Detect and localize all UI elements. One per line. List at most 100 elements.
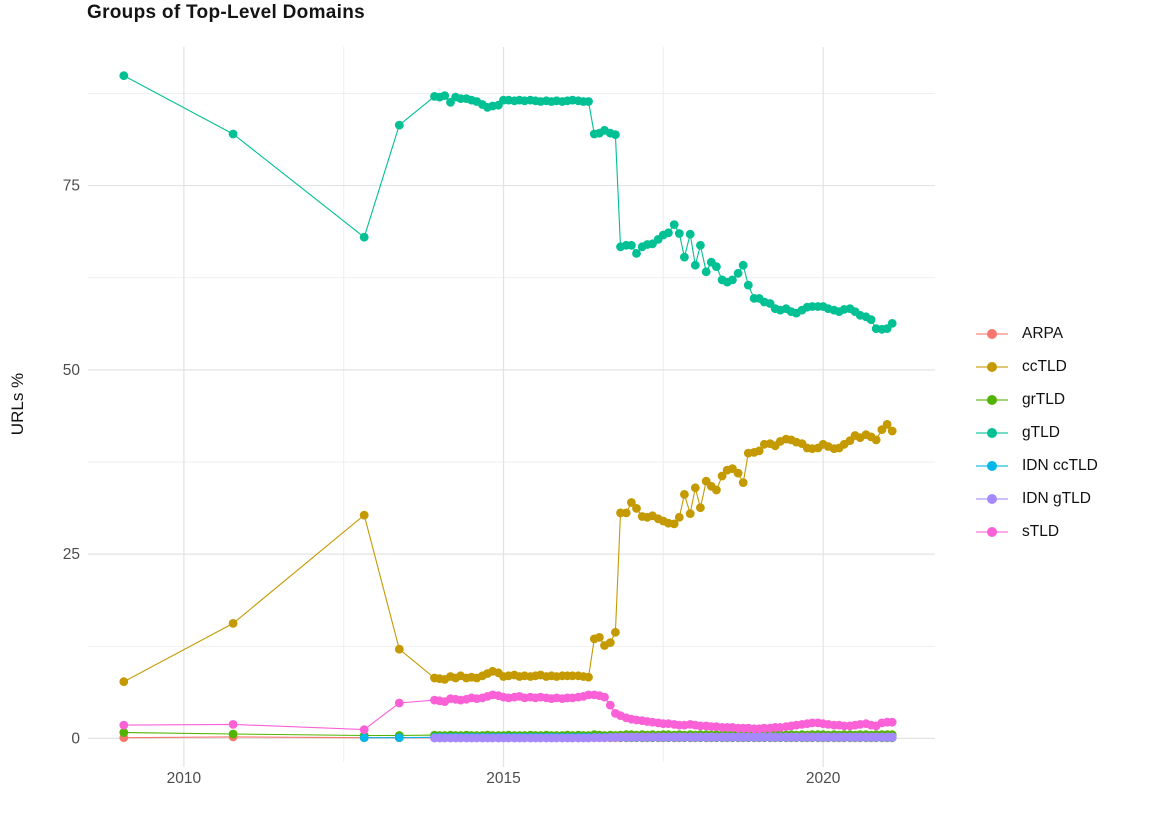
data-point (119, 728, 129, 737)
series-line-cctld (123, 423, 893, 683)
data-point (712, 485, 721, 495)
data-point (119, 720, 129, 730)
data-point (717, 471, 727, 481)
series-idn-gtld (430, 732, 897, 743)
data-point (605, 700, 615, 710)
data-point (674, 229, 684, 238)
y-tick-label: 0 (71, 730, 80, 747)
data-point (394, 644, 404, 654)
data-point (632, 504, 641, 513)
data-point (696, 503, 705, 513)
legend-key-icon (976, 526, 1008, 538)
data-point (690, 260, 700, 270)
data-point (754, 446, 764, 456)
data-point (632, 249, 641, 258)
legend-key-icon (976, 328, 1008, 340)
data-point (611, 627, 620, 637)
legend-item-arpa: ARPA (976, 317, 1098, 350)
legend-key-icon (976, 361, 1008, 373)
data-point (669, 519, 679, 529)
data-point (680, 490, 689, 499)
data-point (600, 692, 609, 702)
x-tick-label: 2020 (806, 770, 841, 787)
data-point (664, 228, 673, 238)
data-point (584, 97, 593, 106)
legend-item-idn-cctld: IDN ccTLD (976, 449, 1098, 482)
legend-key-icon (976, 394, 1008, 406)
data-point (680, 252, 689, 262)
legend-key-icon (976, 427, 1008, 439)
data-point (394, 120, 404, 130)
legend-key-icon (976, 493, 1008, 505)
data-point (440, 91, 450, 100)
y-tick-label: 50 (63, 362, 81, 379)
data-point (621, 508, 631, 518)
data-point (728, 275, 737, 285)
series-cctld (119, 420, 897, 687)
y-tick-label: 25 (63, 546, 80, 563)
data-point (882, 420, 892, 429)
legend-key-icon (976, 460, 1008, 472)
x-tick-label: 2010 (167, 770, 202, 787)
data-point (119, 677, 129, 687)
legend-label: ccTLD (1022, 357, 1067, 375)
legend-label: gTLD (1022, 423, 1060, 441)
legend: ARPA ccTLD grTLD gTLD IDN ccTLD IDN gTLD sTLD (976, 317, 1098, 548)
axis-tick-labels: 0 25 50 75 2010 2015 2020 (63, 178, 841, 787)
data-point (674, 512, 684, 522)
legend-item-gtld: gTLD (976, 416, 1098, 449)
data-point (627, 498, 636, 507)
legend-label: IDN ccTLD (1022, 456, 1098, 474)
data-point (627, 240, 636, 250)
data-point (738, 478, 748, 487)
data-point (228, 129, 238, 139)
data-point (887, 732, 897, 742)
data-point (394, 698, 404, 708)
legend-item-stld: sTLD (976, 515, 1098, 548)
data-point (228, 720, 238, 729)
data-point (887, 717, 897, 727)
y-tick-label: 75 (63, 178, 80, 195)
data-point (685, 509, 695, 518)
legend-label: grTLD (1022, 390, 1066, 408)
data-point (359, 232, 369, 242)
data-point (866, 315, 876, 325)
legend-label: ARPA (1022, 324, 1064, 342)
data-point (743, 280, 753, 290)
data-point (696, 240, 705, 250)
data-point (887, 426, 897, 436)
data-point (394, 733, 404, 743)
data-point (611, 130, 620, 140)
legend-item-idn-gtld: IDN gTLD (976, 482, 1098, 515)
data-point (359, 510, 369, 520)
data-point (669, 220, 679, 230)
data-point (738, 260, 748, 270)
data-point (595, 633, 604, 642)
series-gtld (119, 71, 897, 334)
data-point (712, 262, 721, 272)
data-point (871, 435, 881, 445)
data-point (733, 268, 743, 278)
data-point (228, 729, 238, 739)
data-point (887, 319, 897, 328)
x-tick-label: 2015 (486, 770, 520, 787)
data-point (359, 725, 369, 734)
data-point (685, 229, 695, 239)
data-point (359, 733, 369, 743)
series-line-gtld (123, 75, 893, 330)
data-point (701, 267, 711, 277)
data-point (119, 71, 129, 81)
legend-item-grtld: grTLD (976, 383, 1098, 416)
series-stld (119, 690, 897, 734)
legend-label: sTLD (1022, 522, 1060, 540)
data-point (584, 672, 593, 682)
chart-title: Groups of Top-Level Domains (87, 2, 365, 23)
data-point (733, 468, 743, 478)
gridlines (88, 47, 935, 767)
data-point (228, 619, 238, 628)
data-point (690, 483, 700, 493)
data-point (605, 638, 615, 647)
legend-label: IDN gTLD (1022, 489, 1091, 507)
